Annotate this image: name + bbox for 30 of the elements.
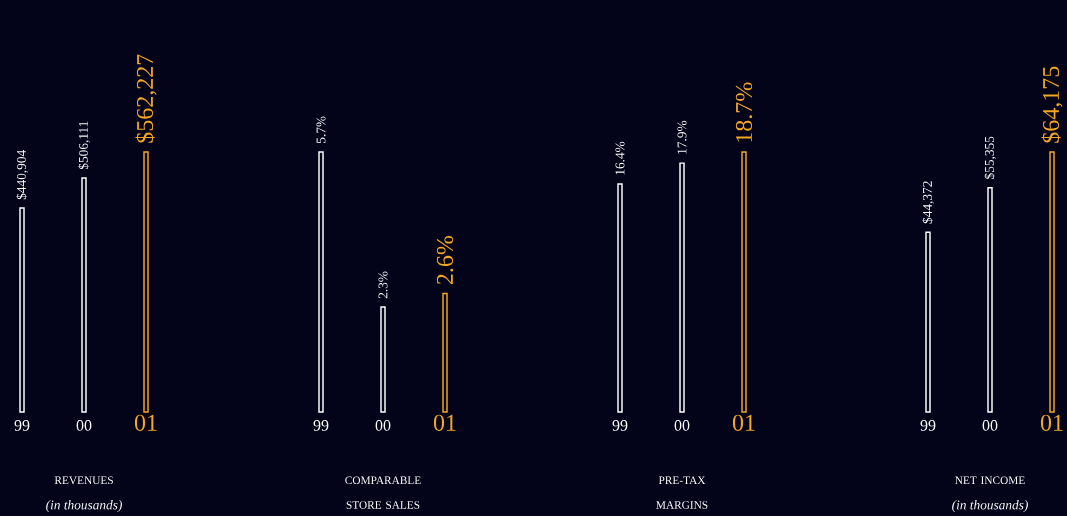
data-label: 16.4% [615,141,625,175]
text: NET INCOME [955,476,1025,485]
data-label: 2.3% [378,271,388,299]
x-tick-label: 00 [375,420,391,431]
x-tick-label: 01 [433,414,456,431]
data-label: $55,355 [984,136,996,179]
x-tick-label: 99 [920,420,936,431]
text: (in thousands) [952,500,1028,513]
x-tick-label: 99 [313,420,329,431]
x-tick-label: 01 [134,414,157,431]
x-tick-label: 99 [612,420,628,431]
x-tick-label: 00 [76,420,92,431]
data-label: 17.9% [677,120,687,154]
data-label: $440,904 [16,150,28,200]
data-label: 2.6% [436,235,454,285]
x-tick-label: 00 [674,420,690,431]
data-label: $44,372 [922,181,934,224]
data-label: $506,111 [78,121,90,170]
data-label: 18.7% [735,82,753,142]
data-label: $64,175 [1041,66,1063,143]
chart-title: PRE-TAX MARGINS [656,476,708,509]
text: REVENUES [54,476,113,485]
data-label: 5.7% [316,116,326,143]
x-tick-label: 01 [1040,414,1063,431]
chart-title: COMPARABLE STORE SALES [345,476,421,509]
data-label: $562,227 [135,54,157,143]
x-tick-label: 00 [982,420,998,431]
x-tick-label: 01 [732,414,755,431]
text: (in thousands) [46,500,122,513]
x-tick-label: 99 [14,420,30,431]
